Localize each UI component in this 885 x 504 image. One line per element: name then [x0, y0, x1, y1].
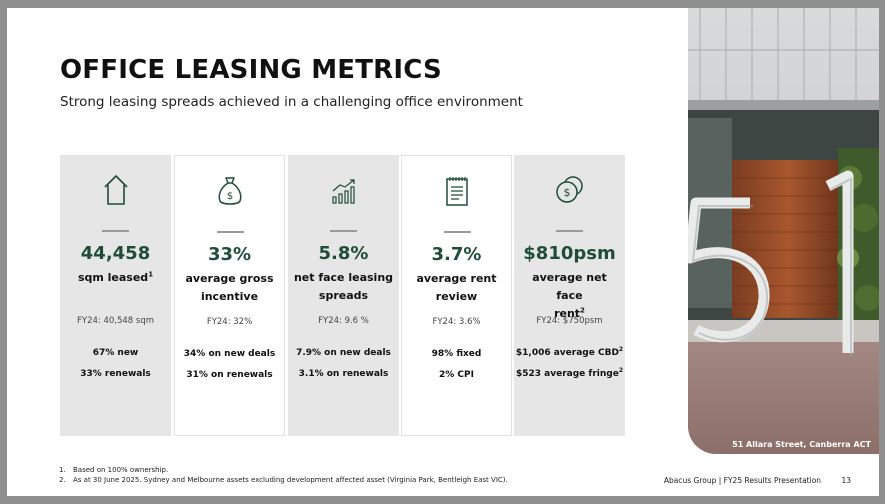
metric-label: average net face rent2 — [532, 271, 607, 320]
prior-year-value: FY24: 32% — [206, 317, 253, 327]
divider — [556, 230, 583, 232]
metric-detail: 2% CPI — [439, 370, 474, 380]
metric-label: average rent review — [416, 272, 497, 303]
building-photo: 51 Allara Street, Canberra ACT — [688, 8, 879, 454]
svg-text:$: $ — [563, 186, 570, 199]
page-subtitle: Strong leasing spreads achieved in a cha… — [60, 94, 523, 110]
svg-text:$: $ — [226, 191, 232, 202]
prior-year-value: FY24: 40,548 sqm — [76, 316, 154, 326]
metric-value: 33% — [207, 244, 252, 265]
metric-value: 3.7% — [431, 244, 482, 265]
prior-year-value: FY24: $750psm — [536, 316, 603, 326]
metric-detail: 31% on renewals — [186, 370, 273, 380]
footer: Abacus Group | FY25 Results Presentation… — [664, 476, 851, 485]
prior-year-value: FY24: 3.6% — [432, 317, 481, 327]
photo-caption: 51 Allara Street, Canberra ACT — [732, 440, 871, 449]
prior-year-value: FY24: 9.6 % — [318, 316, 369, 326]
metric-label: sqm leased1 — [77, 270, 154, 284]
coins-icon: $ — [514, 173, 625, 207]
metric-value: $810psm — [523, 243, 616, 264]
bar-chart-icon — [288, 173, 399, 207]
building-illustration — [688, 8, 879, 454]
metric-card-gross-incentive: $ 33% average gross incentive FY24: 32% 3… — [174, 155, 285, 436]
footnote: 2. As at 30 June 2025. Sydney and Melbour… — [59, 476, 508, 484]
metric-label: net face leasing spreads — [293, 271, 394, 302]
metric-card-sqm-leased: 44,458 sqm leased1 FY24: 40,548 sqm 67% … — [60, 155, 171, 436]
page-title: OFFICE LEASING METRICS — [60, 55, 442, 85]
metric-value: 5.8% — [318, 243, 369, 264]
house-icon — [60, 173, 171, 207]
metric-card-leasing-spreads: 5.8% net face leasing spreads FY24: 9.6 %… — [288, 155, 399, 436]
metric-detail: $523 average fringe2 — [516, 367, 623, 380]
metric-detail: 7.9% on new deals — [296, 348, 391, 358]
slide: OFFICE LEASING METRICS Strong leasing sp… — [7, 8, 879, 496]
metric-detail: 3.1% on renewals — [298, 369, 389, 379]
footnote: 1. Based on 100% ownership. — [59, 466, 169, 474]
metric-value: 44,458 — [80, 243, 151, 264]
presentation-name: Abacus Group | FY25 Results Presentation — [663, 476, 822, 485]
metric-card-rent-review: 3.7% average rent review FY24: 3.6% 98% f… — [401, 155, 512, 436]
divider — [330, 230, 357, 232]
footnotes: 1. Based on 100% ownership. 2. As at 30 Ju… — [59, 465, 508, 485]
divider — [444, 231, 471, 233]
notepad-icon — [402, 174, 511, 208]
divider — [217, 231, 244, 233]
metric-detail: $1,006 average CBD2 — [515, 346, 624, 359]
page-number: 13 — [841, 476, 851, 485]
metric-card-net-face-rent: $ $810psm average net face rent2 FY24: $7… — [514, 155, 625, 436]
metric-detail: 33% renewals — [80, 369, 151, 379]
divider — [102, 230, 129, 232]
metric-label: average gross incentive — [185, 272, 274, 303]
metric-detail: 67% new — [92, 348, 139, 358]
metric-detail: 34% on new deals — [183, 349, 276, 359]
metric-detail: 98% fixed — [431, 349, 482, 359]
money-bag-icon: $ — [175, 174, 284, 208]
